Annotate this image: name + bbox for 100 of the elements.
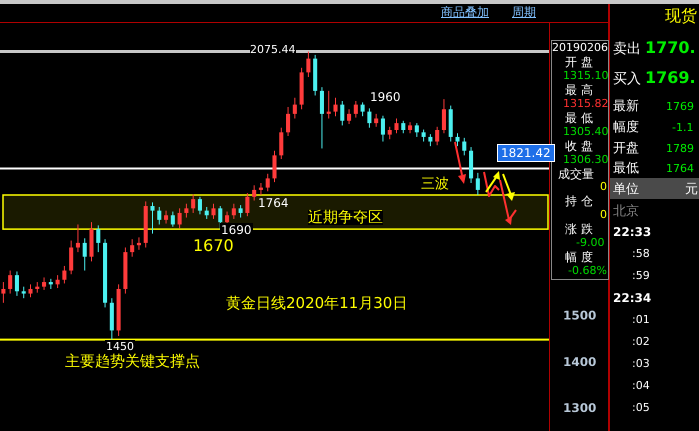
candlestick (184, 203, 188, 218)
annotation: 黄金日线2020年11月30日 (226, 294, 408, 312)
candlestick (394, 118, 399, 134)
text: :05 (632, 401, 650, 414)
text: 1789 (666, 142, 694, 155)
y-tick-label: 1400 (563, 354, 596, 369)
candlestick (292, 97, 297, 119)
candlestick (435, 126, 440, 146)
candlestick (360, 102, 365, 116)
candlestick (69, 240, 74, 275)
annotation: 三波 (420, 176, 450, 192)
candlestick (198, 196, 202, 215)
text: 元 (685, 182, 698, 197)
candlestick (266, 173, 270, 192)
text: -1.1 (672, 121, 694, 134)
text: 0 (600, 208, 607, 221)
text: 1770. (645, 38, 696, 57)
candlestick (28, 284, 33, 298)
candlestick (22, 286, 26, 298)
annotation: 1670 (193, 236, 234, 255)
text: 22:33 (613, 225, 652, 239)
text: -0.68% (568, 264, 607, 277)
candlestick (150, 202, 155, 234)
candlestick (96, 224, 100, 252)
text: 0 (600, 180, 607, 193)
text: 现货 (665, 6, 697, 25)
candlestick (354, 100, 358, 118)
annotation: 1764 (258, 196, 289, 210)
annotation: 1960 (370, 90, 401, 104)
text: 1769 (666, 100, 694, 113)
candlestick (76, 224, 80, 252)
candlestick (191, 194, 196, 214)
candlestick (170, 210, 175, 228)
annotation: 1690 (220, 223, 253, 237)
text: :02 (632, 335, 650, 348)
candlestick (279, 127, 284, 160)
candlestick (225, 210, 230, 226)
candlestick (367, 108, 372, 128)
candlestick (42, 276, 46, 290)
text: 最新 (613, 99, 639, 114)
candlestick (347, 108, 352, 124)
text: :03 (632, 357, 650, 370)
candlestick (380, 115, 385, 142)
candlestick (48, 278, 53, 290)
candlestick (211, 203, 216, 220)
text: 商品叠加 (441, 5, 489, 19)
text: 买入 (613, 71, 641, 87)
candlestick (164, 210, 168, 224)
candlestick (8, 270, 12, 294)
text: 最 高 (565, 83, 593, 97)
candlestick (326, 90, 331, 119)
text: :01 (632, 313, 650, 326)
candlestick (306, 50, 310, 78)
text: 涨 跌 (565, 222, 593, 236)
text: 最低 (613, 161, 639, 176)
candlestick (408, 121, 412, 134)
text: 幅度 (613, 120, 639, 135)
text: -9.00 (576, 236, 604, 249)
text: 1315.82 (563, 97, 608, 110)
text: 收 盘 (565, 139, 593, 153)
text: 22:34 (613, 291, 652, 305)
text: 北京 (613, 204, 639, 219)
candlestick (286, 106, 290, 136)
text: 1764 (666, 162, 694, 175)
text: 持 仓 (565, 194, 593, 208)
candlestick (232, 203, 236, 220)
candlestick (252, 184, 256, 201)
candlestick (1, 281, 6, 304)
text: 成交量 (558, 167, 594, 181)
candlestick (204, 206, 209, 220)
text: 1306.30 (563, 153, 608, 166)
annotation: 1450 (105, 340, 135, 353)
y-tick-label: 1500 (563, 308, 596, 323)
candlestick (333, 97, 338, 116)
candlestick (258, 182, 263, 196)
text: 20190206 (552, 41, 608, 54)
candlestick (238, 204, 243, 218)
text: :59 (632, 269, 650, 282)
candlestick (401, 120, 406, 134)
candlestick (414, 122, 419, 138)
text: :58 (632, 247, 650, 260)
text: 单位 (613, 182, 639, 197)
text: 周期 (512, 5, 536, 19)
candlestick (428, 133, 432, 146)
y-tick-label: 1300 (563, 400, 596, 415)
candlestick (82, 238, 87, 271)
text: 开 盘 (565, 55, 593, 69)
candlestick (442, 98, 446, 134)
candlestick (272, 150, 277, 182)
text: 开盘 (613, 141, 639, 156)
candlestick (35, 281, 40, 293)
text: 1305.40 (563, 125, 608, 138)
candlestick (157, 206, 162, 225)
candlestick (245, 192, 250, 216)
text: 幅 度 (565, 250, 593, 264)
ref-line-label: 2075.44 (250, 43, 296, 56)
candlestick (374, 113, 378, 128)
ref-line-label: 主要趋势关键支撑点 (65, 352, 200, 370)
text: 1769. (645, 68, 696, 87)
text: 最 低 (565, 111, 593, 125)
